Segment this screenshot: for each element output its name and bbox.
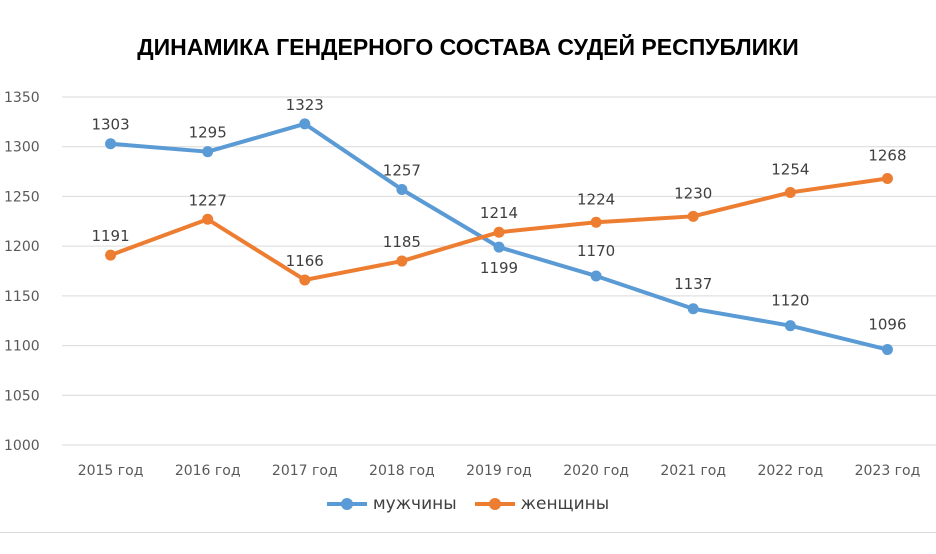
data-label: 1199 [480, 259, 518, 277]
data-point [784, 186, 796, 198]
data-point [105, 249, 117, 261]
data-point [687, 210, 699, 222]
x-tick-label: 2020 год [563, 463, 629, 479]
data-label: 1224 [577, 190, 615, 208]
data-label: 1170 [577, 242, 615, 260]
y-tick-label: 1050 [4, 388, 40, 404]
y-tick-label: 1200 [4, 239, 40, 255]
data-point [881, 173, 893, 185]
data-label: 1323 [286, 96, 324, 114]
data-label: 1120 [771, 292, 809, 310]
data-point [105, 138, 117, 150]
data-point [202, 213, 214, 225]
legend-item-women: женщины [474, 494, 610, 514]
y-tick-label: 1000 [4, 438, 40, 454]
chart-border [0, 532, 936, 533]
legend-item-men: мужчины [326, 494, 457, 514]
x-tick-label: 2017 год [272, 463, 338, 479]
data-label: 1166 [286, 252, 324, 270]
data-label: 1227 [189, 191, 227, 209]
data-point [202, 146, 214, 158]
data-label: 1230 [674, 184, 712, 202]
data-point [299, 274, 311, 286]
y-tick-label: 1350 [4, 90, 40, 106]
legend-swatch-women [474, 498, 515, 510]
data-point [493, 241, 505, 253]
legend-label-men: мужчины [372, 494, 457, 514]
data-label: 1295 [189, 124, 227, 142]
data-point [590, 216, 602, 228]
y-tick-label: 1300 [4, 140, 40, 156]
data-label: 1254 [771, 160, 809, 178]
data-point [299, 118, 311, 130]
x-tick-label: 2021 год [660, 463, 726, 479]
y-tick-label: 1250 [4, 189, 40, 205]
x-tick-label: 2022 год [757, 463, 823, 479]
x-tick-label: 2019 год [466, 463, 532, 479]
data-label: 1185 [383, 233, 421, 251]
data-label: 1303 [91, 116, 129, 134]
data-label: 1214 [480, 204, 518, 222]
x-tick-label: 2018 год [369, 463, 435, 479]
y-tick-label: 1100 [4, 339, 40, 355]
legend-swatch-men [326, 498, 367, 510]
data-label: 1268 [868, 147, 906, 165]
data-label: 1257 [383, 161, 421, 179]
data-label: 1096 [868, 316, 906, 334]
chart-title: ДИНАМИКА ГЕНДЕРНОГО СОСТАВА СУДЕЙ РЕСПУБ… [137, 34, 799, 60]
data-point [881, 344, 893, 356]
data-point [590, 270, 602, 282]
x-tick-label: 2015 год [78, 463, 144, 479]
chart-legend: мужчины женщины [0, 494, 936, 514]
data-point [784, 320, 796, 332]
data-point [493, 226, 505, 238]
y-tick-label: 1150 [4, 289, 40, 305]
x-tick-label: 2023 год [855, 463, 921, 479]
legend-label-women: женщины [520, 494, 610, 514]
data-point [396, 255, 408, 267]
x-tick-label: 2016 год [175, 463, 241, 479]
data-label: 1191 [91, 227, 129, 245]
data-point [396, 183, 408, 195]
data-label: 1137 [674, 275, 712, 293]
data-point [687, 303, 699, 315]
